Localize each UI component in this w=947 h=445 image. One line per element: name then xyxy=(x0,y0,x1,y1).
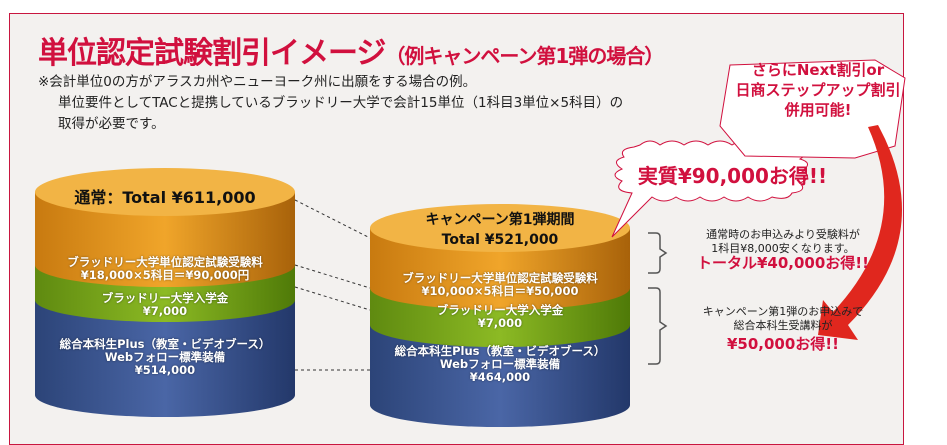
side-note-course: キャンペーン第1弾のお申込みで 総合本科生受講料が ¥50,000お得!! xyxy=(702,305,864,353)
burst-shape xyxy=(611,140,808,238)
connector-lines xyxy=(294,199,371,371)
diagram-shapes xyxy=(35,59,906,427)
right-header: キャンペーン第1弾期間 Total ¥521,000 xyxy=(425,212,575,248)
page-title: 単位認定試験割引イメージ（例キャンペーン第1弾の場合） xyxy=(38,36,664,71)
curved-arrow-icon xyxy=(818,125,902,340)
left-admission: ブラッドリー大学入学金 ¥7,000 xyxy=(101,291,229,318)
callout-text: さらにNext割引or 日商ステップアップ割引 併用可能! xyxy=(735,61,901,119)
left-course: 総合本科生Plus（教室・ビデオブース） Webフォロー標準装備 ¥514,000 xyxy=(59,337,271,377)
callout-shape xyxy=(719,59,906,159)
side-note-exam: 通常時のお申込みより受験料が 1科目¥8,000安くなります。 トータル¥40,00… xyxy=(696,228,869,272)
note: ※会計単位0の方がアラスカ州やニューヨーク州に出願をする場合の例。 単位要件として… xyxy=(38,74,624,132)
right-admission: ブラッドリー大学入学金 ¥7,000 xyxy=(436,303,564,330)
right-exam-fee: ブラッドリー大学単位認定試験受験料 ¥10,000×5科目＝¥50,000 xyxy=(402,271,598,298)
left-header: 通常：Total ¥611,000 xyxy=(74,188,256,207)
right-cylinder xyxy=(370,204,630,427)
savings-burst-text: 実質¥90,000お得!! xyxy=(637,164,828,188)
right-course: 総合本科生Plus（教室・ビデオブース） Webフォロー標準装備 ¥464,000 xyxy=(394,344,606,384)
brackets xyxy=(648,232,668,365)
left-exam-fee: ブラッドリー大学単位認定試験受験料 ¥18,000×5科目＝¥90,000円 xyxy=(67,255,263,282)
left-cylinder xyxy=(35,168,295,417)
